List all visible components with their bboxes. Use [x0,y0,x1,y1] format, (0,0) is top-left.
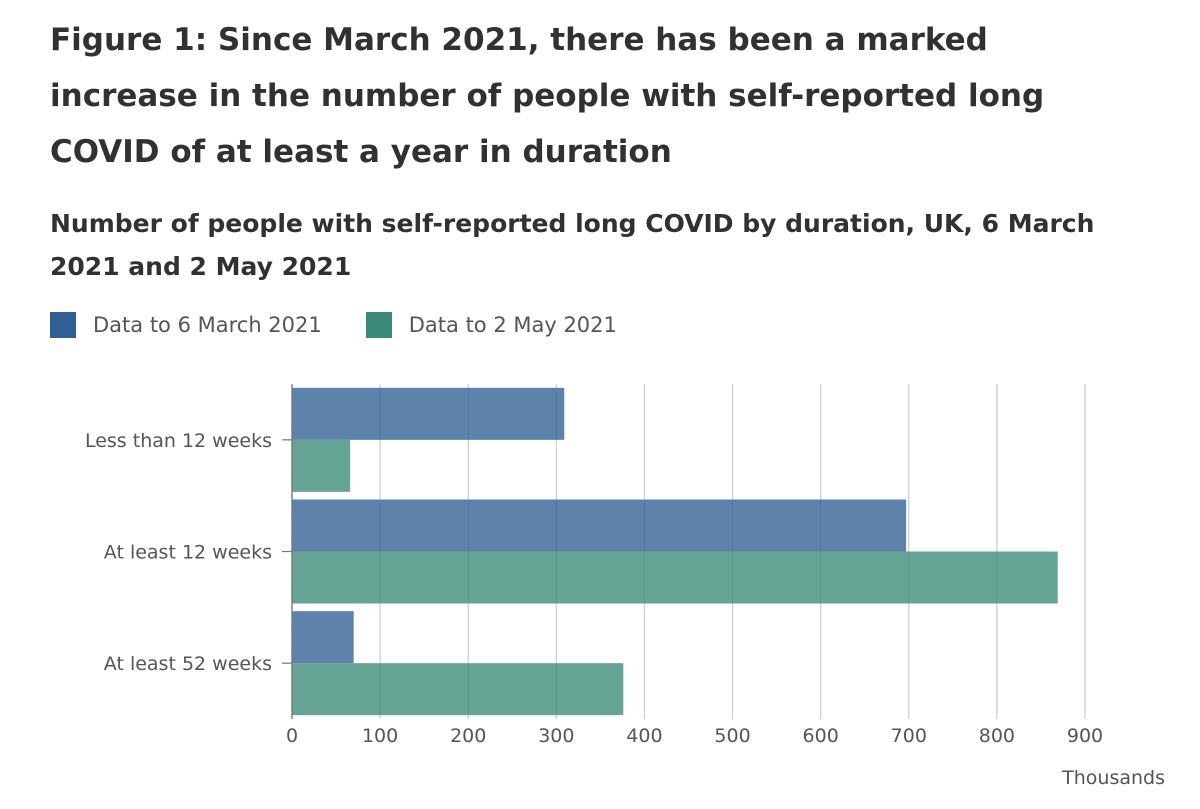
bar-1-series-2 [292,439,351,492]
y-tick-label-3: At least 52 weeks [104,653,272,675]
bar-2-series-2 [292,551,1058,604]
legend-item-series-1[interactable]: Data to 6 March 2021 [50,312,322,338]
x-tick-label-600: 600 [803,725,839,747]
bar-3-series-1 [292,611,354,664]
x-axis-unit-label: Thousands [1061,767,1165,789]
y-tick-label-2: At least 12 weeks [104,542,272,564]
legend-swatch-series-2 [365,312,392,338]
x-tick-label-0: 0 [286,725,298,747]
x-tick-label-500: 500 [714,725,750,747]
bar-3-series-2 [292,663,624,716]
x-tick-label-100: 100 [362,725,398,747]
x-tick-label-900: 900 [1067,725,1103,747]
legend-swatch-series-1 [50,312,76,338]
figure-title: Figure 1: Since March 2021, there has be… [50,22,1045,170]
bar-1-series-1 [292,387,565,440]
y-tick-label-1: Less than 12 weeks [85,430,272,452]
x-tick-label-700: 700 [891,725,927,747]
legend-label-series-2: Data to 2 May 2021 [408,313,617,337]
x-tick-label-400: 400 [626,725,662,747]
legend-item-series-2[interactable]: Data to 2 May 2021 [365,312,617,338]
chart-legend: Data to 6 March 2021 Data to 2 May 2021 [50,308,661,342]
x-tick-label-300: 300 [538,725,574,747]
bar-2-series-1 [292,499,907,552]
legend-label-series-1: Data to 6 March 2021 [93,313,322,337]
chart-title: Number of people with self-reported long… [50,209,1095,281]
x-tick-label-200: 200 [450,725,486,747]
x-tick-label-800: 800 [979,725,1015,747]
